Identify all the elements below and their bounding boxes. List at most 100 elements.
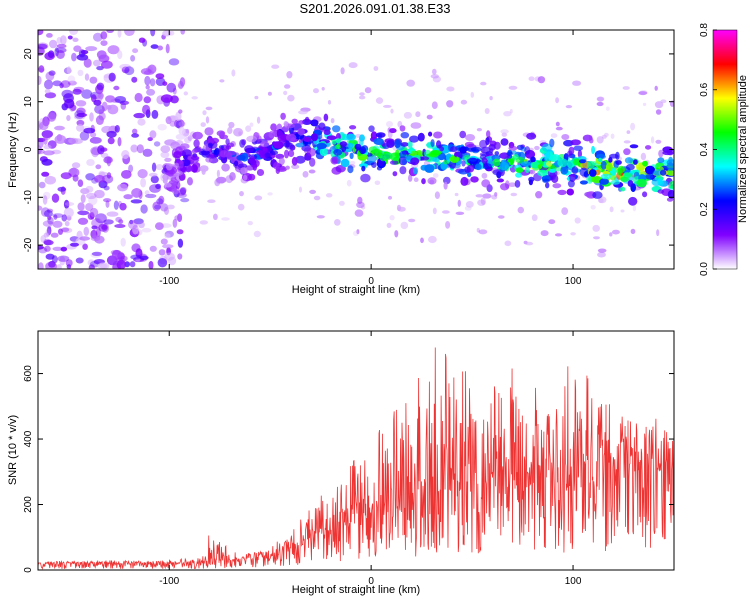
ridge-blob [657,189,665,194]
noise-blob [131,243,141,253]
ridge-blob [309,157,316,167]
noise-blob [82,243,88,250]
ridge-blob [399,150,407,158]
sparse-blob [574,217,581,224]
sparse-blob [431,101,438,109]
colorbar-label: Normalized spectral amplitude [737,75,749,223]
ridge-blob [525,165,530,174]
ridge-blob [485,137,490,146]
sparse-blob [540,230,549,237]
ridge-blob [609,153,619,159]
noise-blob [41,158,53,166]
noise-blob [151,109,159,119]
ridge-blob [267,147,273,152]
noise-blob [38,30,44,36]
noise-blob [94,189,105,199]
noise-blob [44,92,57,99]
ridge-blob [588,137,594,144]
ridge-blob [187,177,193,186]
figure-title: S201.2026.091.01.38.E33 [299,1,451,16]
sparse-blob [655,109,662,115]
sparse-blob [528,76,535,81]
sparse-blob [640,152,647,161]
ridge-blob [628,196,638,206]
ridge-blob [623,148,631,156]
ridge-blob [450,146,458,153]
noise-blob [47,50,55,58]
sparse-blob [426,114,433,120]
ridge-blob [610,180,621,185]
noise-blob [85,173,95,181]
sparse-blob [491,194,498,200]
noise-blob [127,219,138,230]
ridge-blob [368,125,375,132]
ridge-blob [552,183,562,189]
ridge-blob [668,180,674,189]
sparse-blob [339,200,345,206]
noise-blob [48,70,56,76]
noise-blob [66,66,72,74]
ridge-blob [578,159,586,164]
noise-blob [155,73,165,79]
ridge-blob [173,151,182,159]
ridge-blob [193,139,200,148]
noise-blob [88,195,98,206]
sparse-blob [284,84,291,89]
noise-blob [77,202,85,211]
sparse-blob [389,215,395,221]
ridge-blob [537,164,543,169]
ridge-blob [542,178,550,183]
ridge-blob [191,164,198,173]
ridge-blob [620,186,626,192]
ridge-blob [642,160,648,167]
ridge-blob [214,147,220,156]
sparse-blob [177,83,184,89]
ridge-blob [377,133,383,140]
ridge-blob [191,149,198,154]
y-tick-label: 600 [23,365,34,382]
sparse-blob [247,221,253,226]
sparse-blob [623,140,631,144]
sparse-blob [334,219,341,226]
ridge-blob [642,191,648,198]
colorbar-tick-label: 0.4 [699,142,710,156]
noise-blob [121,170,132,179]
sparse-blob [654,101,664,109]
ridge-blob [500,183,510,191]
noise-blob [96,82,105,91]
ridge-blob [600,173,612,180]
ridge-blob [246,135,258,143]
ridge-blob [216,176,227,184]
noise-blob [80,194,86,204]
sparse-blob [191,96,198,100]
sparse-blob [287,94,295,102]
ridge-blob [655,139,662,144]
noise-blob [160,203,169,212]
sparse-blob [359,92,365,96]
noise-blob [175,120,183,129]
sparse-blob [590,205,596,210]
sparse-blob [433,173,439,178]
ridge-blob [252,162,258,171]
ridge-blob [571,166,579,175]
noise-blob [174,119,185,129]
sparse-blob [561,207,569,216]
noise-blob [149,245,157,252]
sparse-blob [205,106,213,111]
sparse-blob [494,192,498,197]
noise-blob [138,221,145,229]
noise-blob [43,239,54,246]
noise-blob [123,194,133,200]
ridge-blob [430,150,442,156]
noise-blob [44,245,51,252]
noise-blob [96,66,104,71]
sparse-blob [460,99,468,105]
noise-blob [61,214,68,222]
noise-blob [58,228,63,235]
noise-blob [51,149,62,155]
sparse-blob [605,106,610,111]
sparse-blob [348,62,358,69]
ridge-blob [570,139,581,146]
noise-blob [128,164,134,173]
